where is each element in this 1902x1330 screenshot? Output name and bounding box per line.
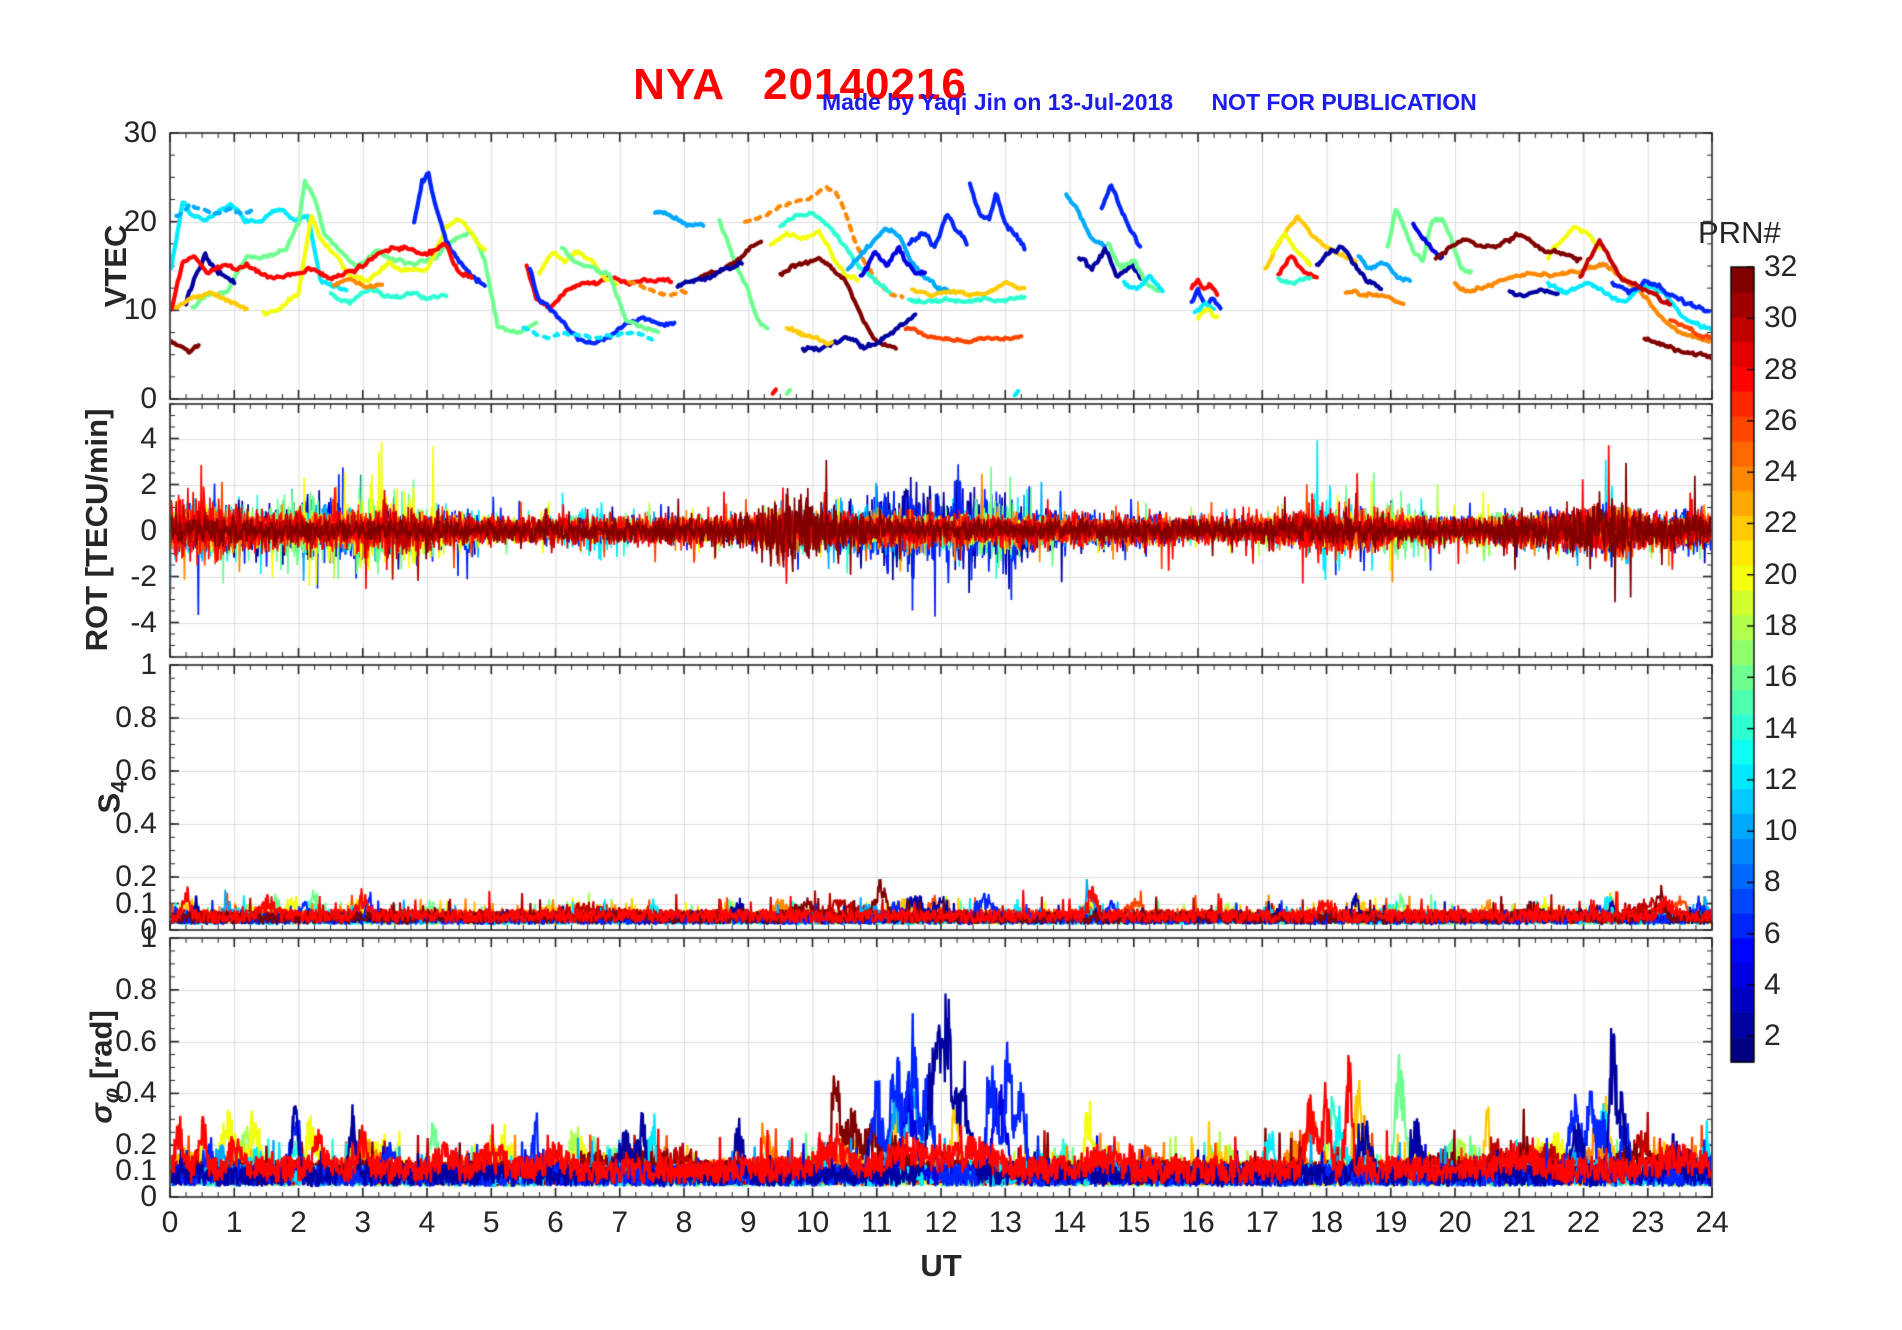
y-tick-label: 0.6	[115, 754, 157, 787]
y-tick-label: 0	[140, 913, 157, 946]
colorbar-tick-label: 2	[1764, 1019, 1781, 1053]
y-tick-label: 0.6	[115, 1024, 157, 1058]
y-tick-label: 0.2	[115, 1128, 157, 1162]
colorbar-tick-label: 28	[1764, 352, 1798, 386]
x-tick-label: 9	[739, 1206, 757, 1239]
colorbar-tick-label: 4	[1764, 968, 1781, 1002]
x-tick-label: 14	[1052, 1206, 1087, 1239]
colorbar-tick-label: 26	[1764, 403, 1798, 437]
x-tick-label: 24	[1695, 1206, 1729, 1239]
x-tick-label: 11	[861, 1206, 893, 1239]
colorbar-tick-label: 14	[1764, 711, 1798, 745]
y-axis-label-rot: ROT [TECU/min]	[79, 409, 115, 652]
y-tick-label: 2	[140, 467, 157, 501]
colorbar-tick-label: 22	[1764, 506, 1798, 540]
x-tick-label: 6	[547, 1206, 564, 1239]
x-tick-label: 22	[1566, 1206, 1601, 1239]
y-tick-label: 1	[140, 921, 157, 954]
y-tick-label: 0	[140, 382, 157, 415]
colorbar-tick-label: 12	[1764, 762, 1798, 796]
colorbar-tick-label: 24	[1764, 455, 1798, 489]
colorbar-tick-label: 20	[1764, 557, 1798, 591]
x-tick-label: 0	[161, 1206, 179, 1239]
x-tick-label: 19	[1374, 1206, 1408, 1239]
x-tick-label: 1	[225, 1206, 243, 1239]
x-tick-label: 5	[482, 1206, 500, 1239]
x-axis-label: UT	[920, 1248, 962, 1283]
y-tick-label: 0.8	[115, 972, 157, 1006]
y-tick-label: 0.8	[115, 701, 157, 734]
y-tick-label: 10	[123, 293, 157, 327]
x-tick-label: 23	[1631, 1206, 1665, 1239]
y-tick-label: 4	[140, 421, 157, 455]
y-axis-label-text: σ	[83, 1103, 119, 1124]
y-tick-label: 30	[123, 116, 157, 149]
x-tick-label: 21	[1502, 1206, 1536, 1239]
y-tick-label: 0.1	[115, 886, 157, 920]
y-tick-label: -2	[130, 559, 157, 593]
y-tick-label: 0.4	[115, 1076, 157, 1110]
y-tick-label: 0.2	[115, 860, 157, 893]
y-axis-label-unit: [rad]	[83, 1010, 119, 1088]
x-tick-label: 20	[1438, 1206, 1472, 1239]
y-tick-label: -4	[130, 605, 157, 639]
x-tick-label: 16	[1181, 1206, 1215, 1239]
watermark: Made by Yaqi Jin on 13-Jul-2018 NOT FOR …	[822, 89, 1477, 115]
x-tick-label: 18	[1309, 1206, 1344, 1239]
x-tick-label: 17	[1245, 1206, 1279, 1239]
colorbar-tick-label: 18	[1764, 609, 1798, 643]
x-tick-label: 8	[675, 1206, 693, 1239]
colorbar-tick-label: 6	[1764, 916, 1781, 950]
y-tick-label: 1	[140, 648, 157, 681]
x-tick-label: 4	[418, 1206, 436, 1239]
y-axis-label-text: ROT [TECU/min]	[79, 408, 114, 652]
colorbar-tick-label: 10	[1764, 814, 1798, 848]
x-tick-label: 7	[611, 1206, 629, 1239]
y-tick-label: 20	[123, 204, 157, 238]
y-tick-label: 0	[140, 1180, 157, 1213]
x-tick-label: 12	[924, 1206, 958, 1239]
x-tick-label: 2	[290, 1206, 307, 1239]
colorbar-tick-label: 16	[1764, 660, 1798, 694]
chart-title: NYA 20140216	[633, 60, 967, 109]
y-tick-label: 0.1	[115, 1154, 157, 1188]
colorbar-tick-label: 8	[1764, 865, 1781, 899]
x-tick-label: 13	[988, 1206, 1022, 1239]
x-tick-label: 15	[1117, 1206, 1151, 1239]
x-tick-label: 3	[354, 1206, 372, 1239]
colorbar-tick-label: 30	[1764, 301, 1798, 335]
colorbar-tick-label: 32	[1764, 250, 1798, 283]
y-tick-label: 0	[140, 513, 157, 547]
colorbar-title: PRN#	[1698, 215, 1781, 250]
x-tick-label: 10	[795, 1206, 830, 1239]
y-tick-label: 0.4	[115, 807, 157, 840]
